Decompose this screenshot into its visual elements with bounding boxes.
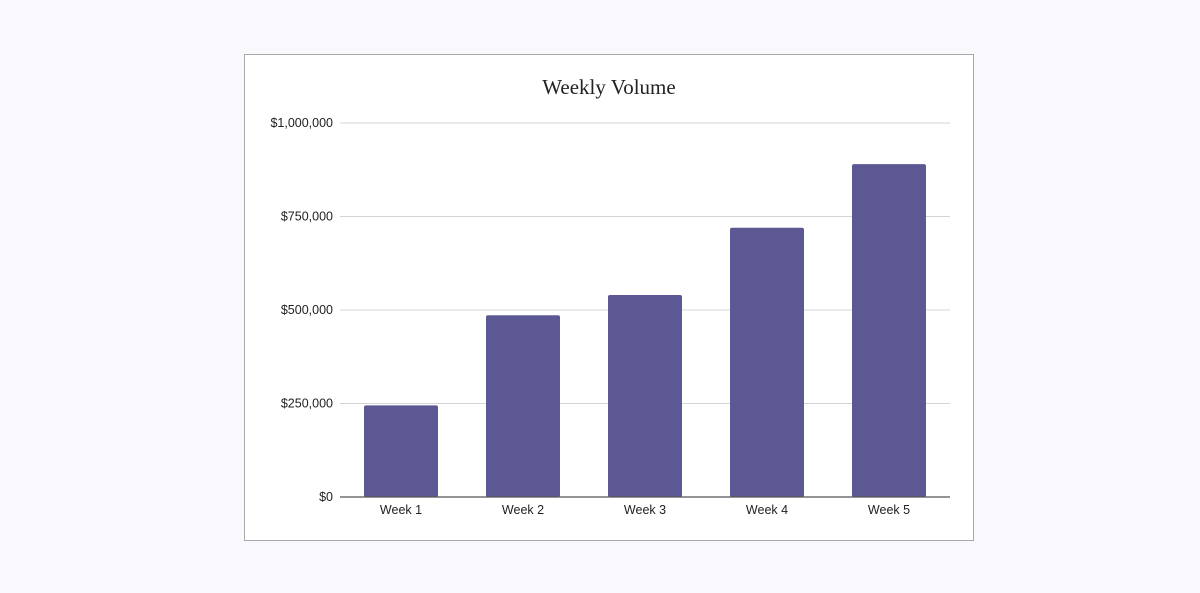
x-tick-label: Week 2 [502, 503, 544, 517]
bar-2[interactable] [486, 315, 560, 497]
x-tick-label: Week 4 [746, 503, 788, 517]
y-tick-label: $750,000 [281, 210, 333, 224]
x-tick-labels: Week 1 Week 2 Week 3 Week 4 Week 5 [380, 503, 910, 517]
bar-5[interactable] [852, 164, 926, 497]
x-tick-label: Week 1 [380, 503, 422, 517]
chart-title: Weekly Volume [542, 75, 676, 99]
bar-chart: $0 $250,000 $500,000 $750,000 $1,000,000 Wee… [270, 116, 950, 517]
chart-card: Weekly Volume $0 $250,000 $500,000 $750,000… [244, 54, 974, 541]
y-tick-label: $0 [319, 490, 333, 504]
x-tick-label: Week 5 [868, 503, 910, 517]
bars [364, 164, 926, 497]
y-tick-labels: $0 $250,000 $500,000 $750,000 $1,000,000 [270, 116, 333, 504]
bar-1[interactable] [364, 405, 438, 497]
y-tick-label: $500,000 [281, 303, 333, 317]
bar-3[interactable] [608, 295, 682, 497]
x-tick-label: Week 3 [624, 503, 666, 517]
bar-4[interactable] [730, 227, 804, 497]
y-tick-label: $1,000,000 [270, 116, 333, 130]
y-tick-label: $250,000 [281, 397, 333, 411]
